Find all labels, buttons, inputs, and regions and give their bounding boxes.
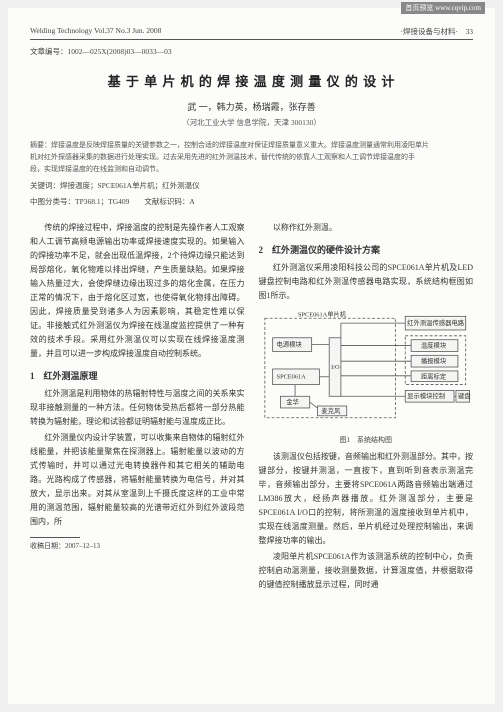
abstract-line: 机对红外探感器采集的数据进行处理实现。过去采用先进的红外测温技术，替代传统的依靠…: [30, 152, 473, 164]
svg-text:键盘: 键盘: [457, 391, 470, 400]
paragraph: 红外测量仪内设计学装置，可以收集来自物体的辐射红外线能量，并把该能量聚焦在探测器…: [30, 431, 245, 529]
article-title: 基 于 单 片 机 的 焊 接 温 度 测 量 仪 的 设 计: [30, 71, 473, 90]
svg-text:金华: 金华: [286, 397, 299, 406]
abstract-line: 摘要：焊接温度是反映焊接质量的关键参数之一，控制合适的焊接温度对保证焊接质量意义…: [30, 140, 473, 152]
svg-text:I/O: I/O: [331, 364, 340, 371]
header-left: Welding Technology Vol.37 No.3 Jun. 2008: [30, 26, 161, 37]
section-heading: 1 红外测温原理: [30, 369, 245, 385]
body-columns: 传统的焊接过程中，焊接温度的控制是先操作者人工观察和人工调节高频电源输出功率或焊…: [30, 221, 473, 594]
header-right: ·焊接设备与材料· 33: [401, 26, 474, 37]
paragraph: 以称作红外测温。: [259, 221, 474, 235]
system-diagram: SPCE061A单片机 电源模块 SPCE061A 金华 麦克风 I/O 红: [259, 309, 474, 427]
header-section: ·焊接设备与材料·: [401, 27, 459, 36]
classification: 中图分类号：TP368.1；TG409 文献标识码：A: [30, 196, 473, 209]
svg-text:电源模块: 电源模块: [276, 339, 302, 348]
svg-text:距离标定: 距离标定: [420, 372, 446, 381]
paragraph: 红外测温是利用物体的热辐射特性与温度之间的关系来实现非接触测量的一种方法。任何物…: [30, 387, 245, 429]
affiliation: （河北工业大学 信息学院，天津 300130）: [30, 117, 473, 128]
left-column: 传统的焊接过程中，焊接温度的控制是先操作者人工观察和人工调节高频电源输出功率或焊…: [30, 221, 245, 594]
abstract-block: 摘要：焊接温度是反映焊接质量的关键参数之一，控制合适的焊接温度对保证焊接质量意义…: [30, 140, 473, 209]
figure-caption: 图1 系统结构图: [259, 434, 474, 446]
paragraph: 该测温仪包括按键，音频输出和红外测温部分。其中，按键部分，按键并测温，一直按下，…: [259, 450, 474, 548]
paragraph: 红外测温仪采用凌阳科技公司的SPCE061A单片机及LED键盘控制电路和红外测温…: [259, 261, 474, 303]
source-badge: 首页预览 www.cqvip.com: [401, 2, 485, 14]
svg-text:SPCE061A: SPCE061A: [276, 374, 306, 381]
svg-text:显示模块控制: 显示模块控制: [407, 391, 445, 400]
footnote-rule: [30, 537, 80, 538]
svg-text:红外测温传感器电路: 红外测温传感器电路: [407, 318, 465, 327]
keywords: 关键词：焊接温度；SPCE061A单片机；红外测温仪: [30, 180, 473, 193]
authors: 武 一，韩力英，杨瑞霞，张存善: [30, 100, 473, 113]
svg-text:播报模块: 播报模块: [420, 356, 446, 365]
article-id: 文章编号：1002—025X(2008)03—0033—03: [30, 46, 473, 57]
section-heading: 2 红外测温仪的硬件设计方案: [259, 243, 474, 259]
svg-text:麦克风: 麦克风: [321, 406, 341, 415]
footnote: 收稿日期：2007–12–13: [30, 537, 245, 552]
page: 首页预览 www.cqvip.com Welding Technology Vo…: [8, 8, 495, 704]
paragraph: 传统的焊接过程中，焊接温度的控制是先操作者人工观察和人工调节高频电源输出功率或焊…: [30, 221, 245, 361]
page-number: 33: [466, 27, 474, 36]
right-column: 以称作红外测温。 2 红外测温仪的硬件设计方案 红外测温仪采用凌阳科技公司的SP…: [259, 221, 474, 594]
svg-text:温度模块: 温度模块: [420, 340, 446, 349]
abstract-line: 段，实现焊接温度的在线监测和自动调节。: [30, 164, 473, 176]
running-header: Welding Technology Vol.37 No.3 Jun. 2008…: [30, 26, 473, 40]
svg-text:SPCE061A单片机: SPCE061A单片机: [298, 309, 347, 318]
received-date: 收稿日期：2007–12–13: [30, 542, 100, 550]
paragraph: 凌阳单片机SPCE061A作为该测温系统的控制中心，负责控制启动温测量，接收测量…: [259, 550, 474, 592]
